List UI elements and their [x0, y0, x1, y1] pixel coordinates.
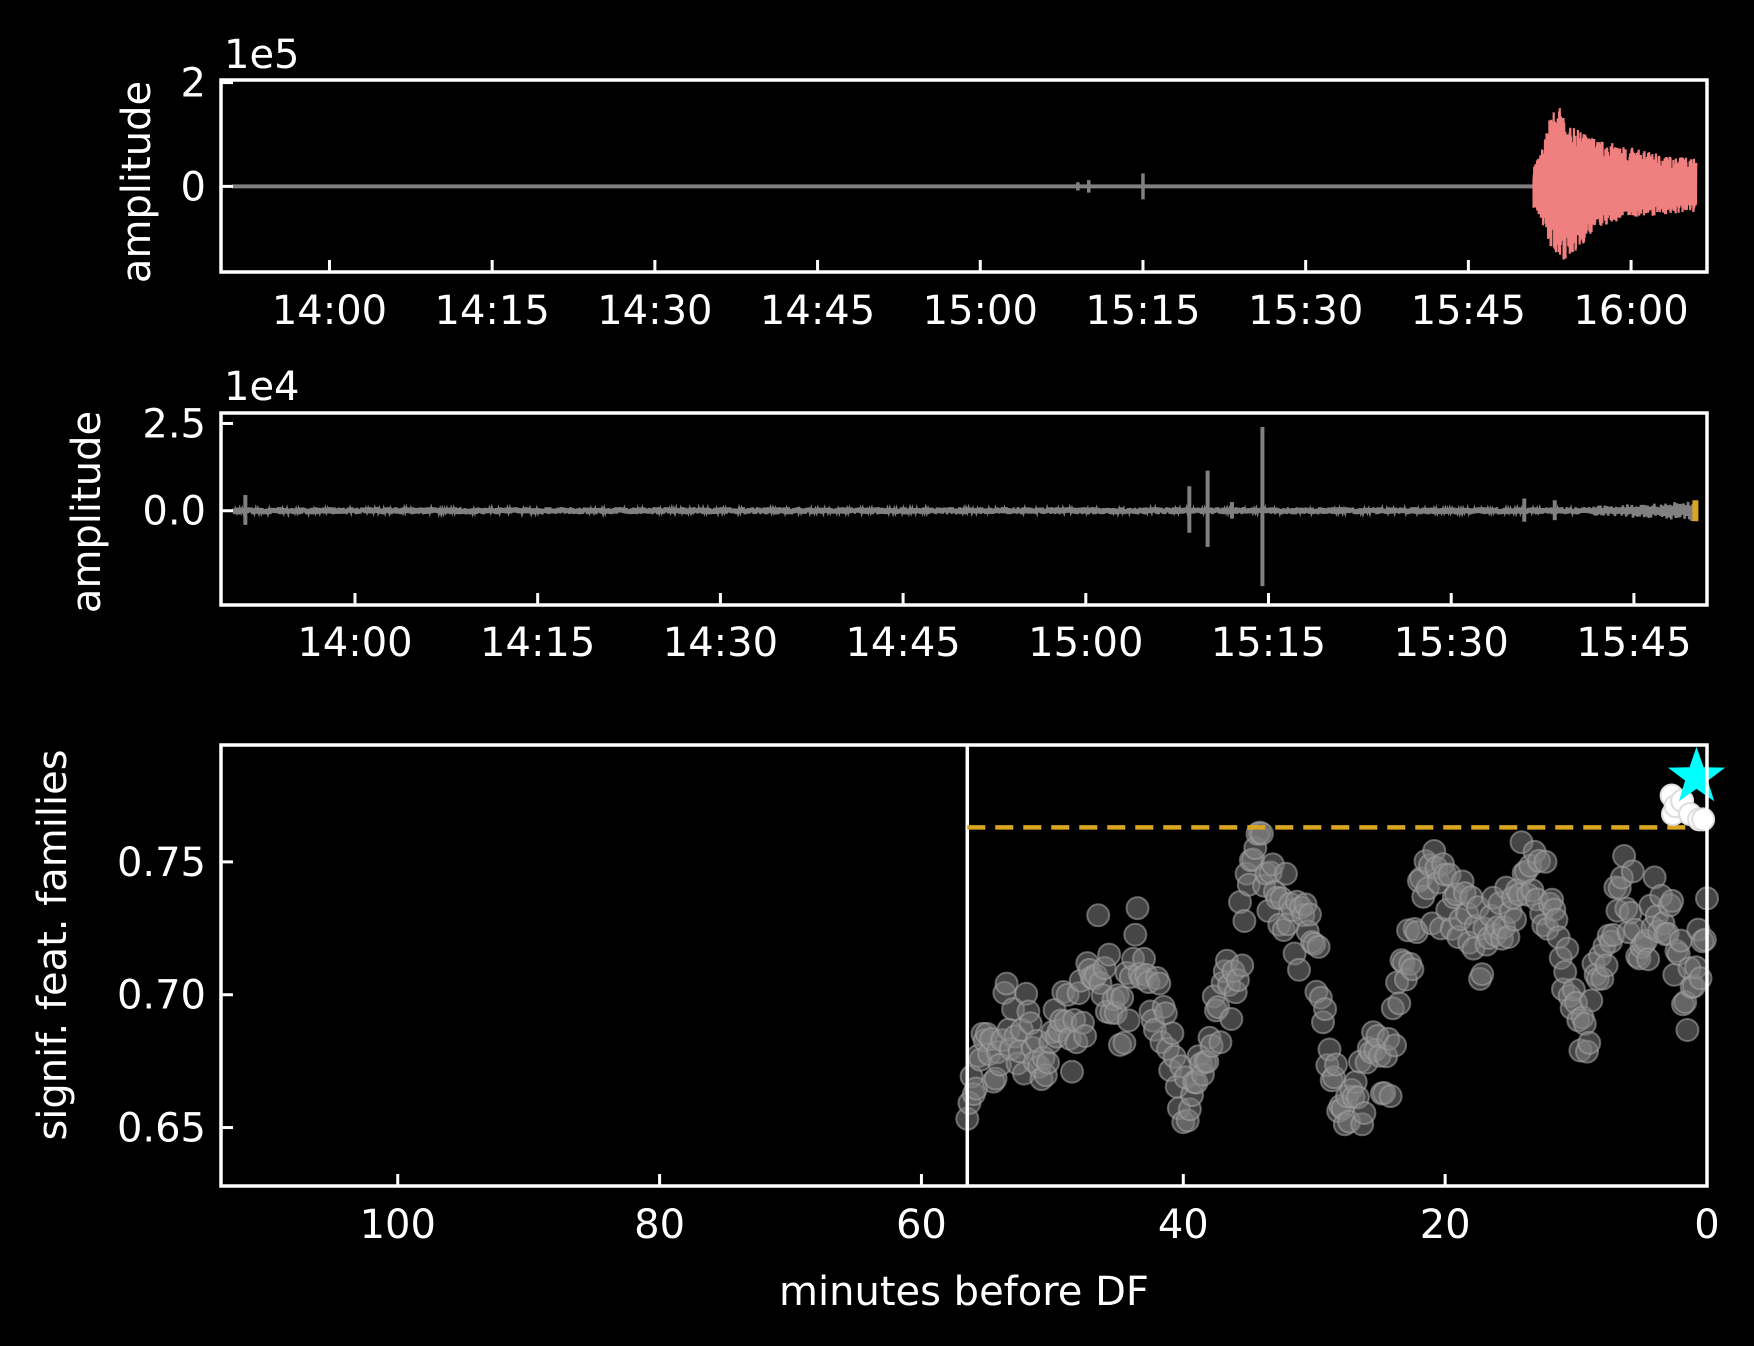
- bottom-y-tick-label: 0.75: [117, 840, 206, 886]
- middle-offset-text: 1e4: [224, 364, 300, 410]
- top-y-ticks: 20: [181, 61, 233, 210]
- scatter-point: [1060, 1059, 1084, 1084]
- top-x-tick-label: 15:45: [1411, 288, 1526, 334]
- middle-signal-series: [231, 426, 1699, 587]
- scatter-point: [1503, 907, 1527, 932]
- alarm-points: [1659, 783, 1716, 832]
- scatter-point: [1036, 1050, 1060, 1075]
- scatter-point: [1110, 985, 1135, 1010]
- top-x-ticks: 14:00 14:15 14:30 14:45 15:00 15:15 15:30 15:45…: [272, 260, 1689, 334]
- top-x-tick-label: 16:00: [1573, 288, 1688, 334]
- scatter-point: [1620, 859, 1645, 884]
- bottom-x-tick-label: 0: [1694, 1202, 1719, 1248]
- bottom-x-ticks: 100 80 60 40 20 0: [360, 1174, 1720, 1248]
- middle-x-tick-label: 14:30: [663, 620, 778, 666]
- scatter-point: [1306, 934, 1331, 959]
- scatter-point: [1313, 997, 1338, 1022]
- bottom-axes-frame: [219, 743, 1709, 1188]
- top-signal-series: [231, 108, 1698, 260]
- scatter-point: [1470, 962, 1495, 987]
- scatter-point: [1577, 1030, 1602, 1055]
- top-x-tick-label: 15:15: [1085, 288, 1200, 334]
- scatter-point: [1400, 957, 1425, 982]
- middle-y-tick-label: 2.5: [142, 401, 206, 447]
- detection-star-marker: [1668, 746, 1726, 802]
- scatter-point: [1636, 947, 1661, 972]
- scatter-point: [1153, 1001, 1178, 1026]
- bottom-x-tick-label: 80: [634, 1202, 685, 1248]
- middle-y-ticks: 2.5 0.0: [142, 401, 233, 535]
- alarm-point: [1691, 807, 1716, 832]
- feature-families-panel: 100 80 60 40 20 0 0.75 0.70 0.65 minutes before…: [30, 743, 1726, 1315]
- top-df-signal: [1532, 108, 1698, 260]
- bottom-y-axis-label: signif. feat. families: [30, 749, 76, 1140]
- scatter-point: [1123, 922, 1148, 947]
- bottom-x-tick-label: 40: [1158, 1202, 1209, 1248]
- top-x-tick-label: 14:00: [272, 288, 387, 334]
- middle-gray-noise: [231, 501, 1697, 521]
- middle-waveform-panel: 14:00 14:15 14:30 14:45 15:00 15:15 15:30 15:45…: [64, 364, 1709, 666]
- scatter-point: [1692, 927, 1717, 952]
- scatter-point: [1112, 1030, 1137, 1055]
- bottom-y-tick-label: 0.65: [117, 1106, 206, 1152]
- top-x-tick-label: 14:30: [597, 288, 712, 334]
- bottom-x-tick-label: 20: [1420, 1202, 1471, 1248]
- middle-x-tick-label: 15:15: [1211, 620, 1326, 666]
- middle-x-tick-label: 14:15: [480, 620, 595, 666]
- bottom-x-axis-label: minutes before DF: [779, 1269, 1149, 1315]
- middle-gold-segment: [1692, 500, 1699, 522]
- middle-y-tick-label: 0.0: [142, 489, 206, 535]
- scatter-point: [1378, 1084, 1403, 1109]
- middle-x-ticks: 14:00 14:15 14:30 14:45 15:00 15:15 15:30 15:45: [297, 593, 1692, 666]
- middle-x-tick-label: 14:00: [297, 620, 412, 666]
- scatter-point: [1147, 971, 1172, 996]
- scatter-point: [1383, 1033, 1407, 1058]
- scatter-point: [1232, 909, 1257, 933]
- scatter-point: [1273, 861, 1298, 886]
- scatter-point: [1660, 888, 1685, 913]
- top-y-tick-label: 2: [181, 61, 206, 107]
- scatter-point: [1352, 1101, 1377, 1125]
- top-y-axis-label: amplitude: [114, 81, 160, 283]
- scatter-point: [1555, 936, 1580, 961]
- scatter-point: [1387, 991, 1412, 1016]
- top-axes-frame: [219, 78, 1709, 274]
- scatter-point: [1086, 903, 1111, 928]
- scatter-point: [1097, 942, 1122, 967]
- scatter-point: [1594, 953, 1619, 978]
- middle-axes-frame: [219, 411, 1709, 607]
- scatter-point: [1297, 902, 1322, 927]
- middle-x-tick-label: 15:00: [1028, 620, 1143, 666]
- middle-x-tick-label: 15:45: [1576, 620, 1691, 666]
- scatter-point: [1116, 1008, 1141, 1033]
- scatter-point: [1208, 1030, 1233, 1055]
- scatter-point: [1324, 1052, 1348, 1077]
- top-x-tick-label: 14:15: [435, 288, 550, 334]
- middle-x-tick-label: 15:30: [1394, 620, 1509, 666]
- scatter-point: [1073, 1024, 1098, 1048]
- top-x-tick-label: 15:30: [1248, 288, 1363, 334]
- scatter-point: [1230, 953, 1255, 978]
- scatter-point: [1675, 1018, 1700, 1042]
- top-offset-text: 1e5: [224, 32, 300, 78]
- top-y-tick-label: 0: [181, 164, 206, 210]
- top-x-tick-label: 15:00: [923, 288, 1038, 334]
- top-x-tick-label: 14:45: [760, 288, 875, 334]
- scatter-point: [1219, 1007, 1244, 1031]
- bottom-x-tick-label: 60: [896, 1202, 947, 1248]
- scatter-point: [1287, 957, 1311, 982]
- scatter-point: [1579, 988, 1604, 1013]
- bottom-x-tick-label: 100: [360, 1202, 436, 1248]
- top-waveform-panel: 14:00 14:15 14:30 14:45 15:00 15:15 15:30 15:45…: [114, 32, 1709, 334]
- scatter-point: [994, 971, 1019, 996]
- scatter-point: [1533, 849, 1558, 874]
- bottom-y-ticks: 0.75 0.70 0.65: [117, 840, 233, 1152]
- scatter-point: [1125, 896, 1150, 921]
- scatter-point: [1160, 1021, 1185, 1046]
- middle-x-tick-label: 14:45: [845, 620, 960, 666]
- middle-y-axis-label: amplitude: [64, 411, 110, 613]
- bottom-y-tick-label: 0.70: [117, 973, 206, 1019]
